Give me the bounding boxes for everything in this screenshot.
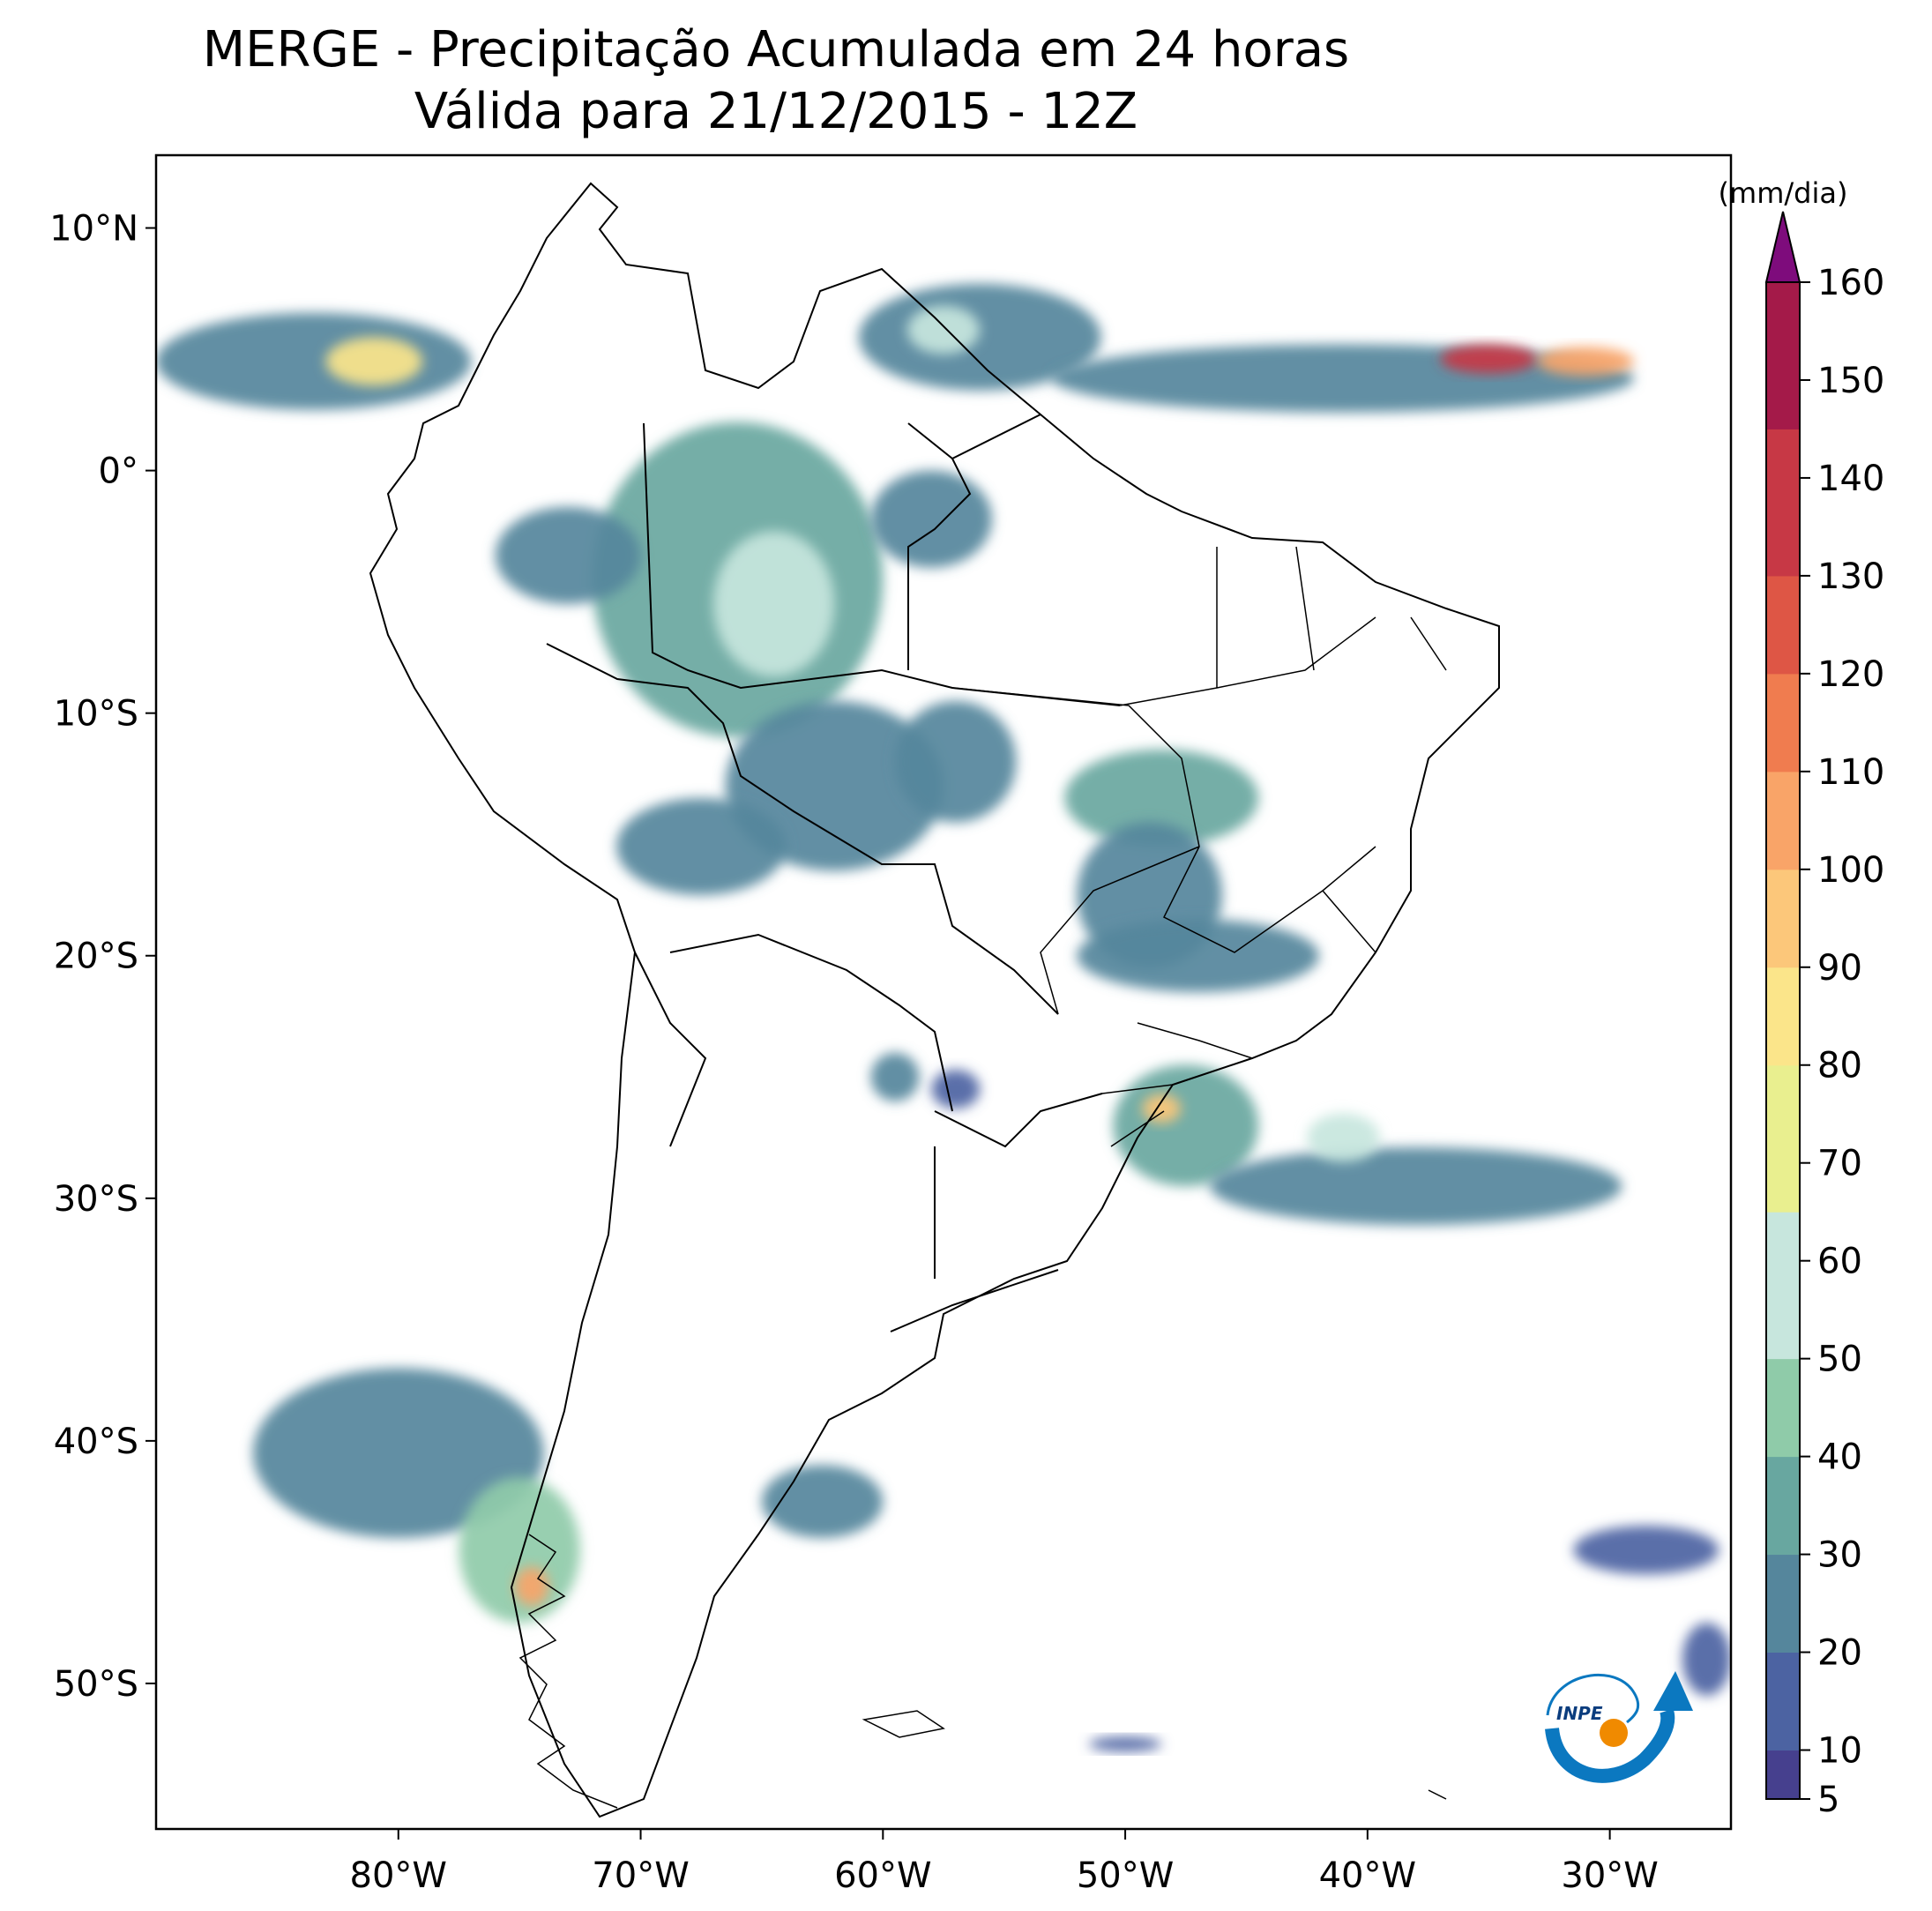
colorbar-segment [1766,1750,1800,1800]
precip-area [1307,1113,1380,1162]
inpe-logo-text: INPE [1556,1703,1603,1724]
precip-area [870,1052,920,1101]
colorbar-tick-label: 130 [1817,556,1884,597]
colorbar-tick-label: 60 [1817,1242,1862,1282]
colorbar-segment [1766,967,1800,1066]
colorbar-tick-label: 5 [1817,1780,1839,1820]
colorbar-segment [1766,771,1800,870]
precip-area [1113,1064,1259,1187]
precip-area [712,531,835,677]
colorbar-segment [1766,1554,1800,1653]
lon-tick-label: 30°W [1561,1855,1658,1896]
colorbar-tick-label: 70 [1817,1144,1862,1184]
colorbar-tick-label: 90 [1817,948,1862,989]
precip-area [1682,1623,1731,1696]
precip-area [459,1477,580,1624]
country-borders [546,414,1121,1332]
colorbar-segment [1766,575,1800,675]
lat-tick-label: 50°S [54,1664,138,1705]
precip-area [1077,919,1319,992]
inpe-logo-dot [1600,1719,1628,1747]
precip-area [252,1368,544,1538]
inpe-logo-orbit [1546,1674,1640,1724]
precip-area [616,797,787,895]
colorbar-unit-label: (mm/dia) [1719,176,1848,210]
map-frame-background [156,155,1731,1829]
precip-area [1064,749,1259,847]
colorbar-extend-arrow [1764,211,1801,283]
colorbar-tick-label: 40 [1817,1437,1862,1478]
south-america-coastline [369,182,1500,1818]
colorbar-tick-label: 100 [1817,850,1884,891]
coastline-layer [369,182,1500,1818]
precip-area [1573,1526,1719,1575]
colorbar-segment [1766,1456,1800,1556]
map-title: MERGE - Precipitação Acumulada em 24 hor… [0,19,1552,143]
latitude-axis: 10°N 0° 10°S 20°S 30°S 40°S 50°S [49,209,156,1705]
colorbar-tick-label: 50 [1817,1340,1862,1380]
precip-area [931,1070,981,1109]
precip-area [1142,1094,1182,1123]
lat-tick-label: 40°S [54,1422,138,1462]
colorbar-tick-label: 120 [1817,654,1884,695]
lat-tick-label: 10°N [49,209,138,250]
lon-tick-label: 70°W [592,1855,689,1896]
colorbar-tick-label: 110 [1817,752,1884,793]
lon-tick-label: 40°W [1319,1855,1416,1896]
precip-area [325,337,423,386]
colorbar-tick-label: 150 [1817,361,1884,401]
precip-area [1537,347,1635,377]
colorbar-segment [1766,1212,1800,1360]
colorbar-segment [1766,282,1800,429]
lat-tick-label: 10°S [54,694,138,735]
precip-area [870,470,992,568]
precip-area [514,1566,549,1606]
precip-area [1210,1147,1622,1226]
inpe-logo-swoosh [1545,1708,1675,1783]
precip-area [725,700,944,871]
patagonia-islands [518,1534,1447,1809]
lon-tick-label: 50°W [1077,1855,1174,1896]
colorbar-segment [1766,1652,1800,1751]
lon-tick-label: 80°W [350,1855,447,1896]
colorbar-tick-label: 160 [1817,263,1884,303]
lat-tick-label: 30°S [54,1179,138,1220]
precip-area [906,305,981,355]
colorbar-segment [1766,1358,1800,1458]
inpe-logo-arrow [1653,1671,1693,1711]
colorbar-segment [1766,429,1800,577]
precip-area [495,506,641,604]
precip-area [1088,1736,1162,1751]
precip-area [895,700,1017,823]
colorbar: 5 10 20 30 40 50 60 70 80 90 100 110 120 130 140 150 160… [1719,176,1885,1820]
colorbar-tick-label: 20 [1817,1633,1862,1674]
precip-area [156,312,472,410]
colorbar-border [1765,281,1801,1800]
lat-tick-label: 20°S [54,937,138,977]
lat-tick-label: 0° [99,452,138,492]
state-borders [951,546,1447,1147]
longitude-axis: 80°W 70°W 60°W 50°W 40°W 30°W [350,1829,1659,1896]
map-frame-border [154,153,1733,1831]
colorbar-tick-label: 10 [1817,1731,1862,1772]
colorbar-segment [1766,673,1800,773]
colorbar-segment [1766,1064,1800,1213]
title-line-1: MERGE - Precipitação Acumulada em 24 hor… [202,21,1350,78]
lon-tick-label: 60°W [834,1855,931,1896]
precip-area [858,283,1101,391]
colorbar-tick-label: 30 [1817,1535,1862,1576]
title-line-2: Válida para 21/12/2015 - 12Z [414,83,1138,140]
precip-area [1440,344,1538,374]
colorbar-segment [1766,869,1800,968]
colorbar-tick-label: 80 [1817,1046,1862,1086]
colorbar-tick-label: 140 [1817,459,1884,499]
inpe-logo: INPE [1545,1671,1693,1783]
